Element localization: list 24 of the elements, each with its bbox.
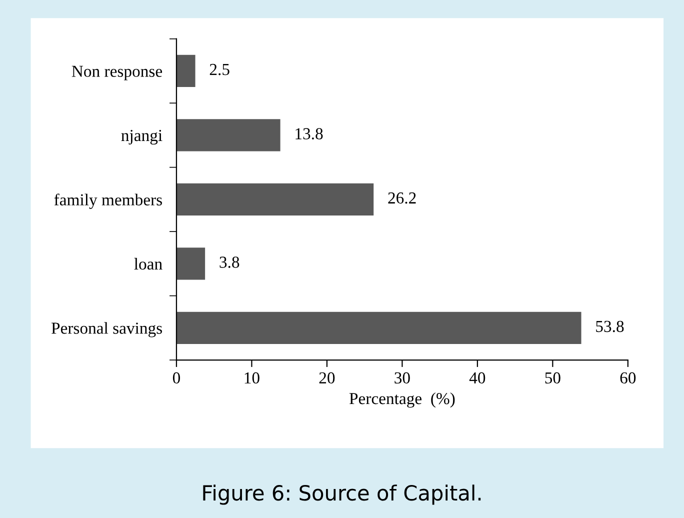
x-tick-label: 10 (244, 372, 260, 384)
x-tick-label: 50 (545, 372, 560, 384)
x-axis-title: Percentage (%) (349, 392, 455, 408)
data-label: 26.2 (388, 192, 416, 204)
y-tick-label: loan (134, 258, 162, 270)
data-label: 2.5 (210, 64, 230, 76)
bar (176, 119, 280, 152)
bar (176, 248, 206, 280)
bar (176, 183, 374, 216)
bar (176, 54, 196, 88)
x-tick-label: 0 (172, 372, 180, 384)
data-label: 13.8 (296, 128, 323, 140)
bar (176, 312, 582, 344)
x-tick-label: 20 (319, 372, 335, 384)
x-tick-label: 40 (469, 372, 486, 384)
caption: Figure 6: Source of Capital. (203, 484, 481, 505)
data-label: 3.8 (220, 256, 240, 268)
y-tick-label: Non response (72, 66, 162, 80)
y-tick-label: njangi (121, 130, 162, 145)
data-label: 53.8 (596, 320, 624, 332)
x-tick-label: 30 (394, 372, 410, 384)
y-tick-label: family members (54, 194, 162, 209)
y-tick-label: Personal savings (51, 322, 162, 338)
x-tick-label: 60 (620, 372, 636, 384)
